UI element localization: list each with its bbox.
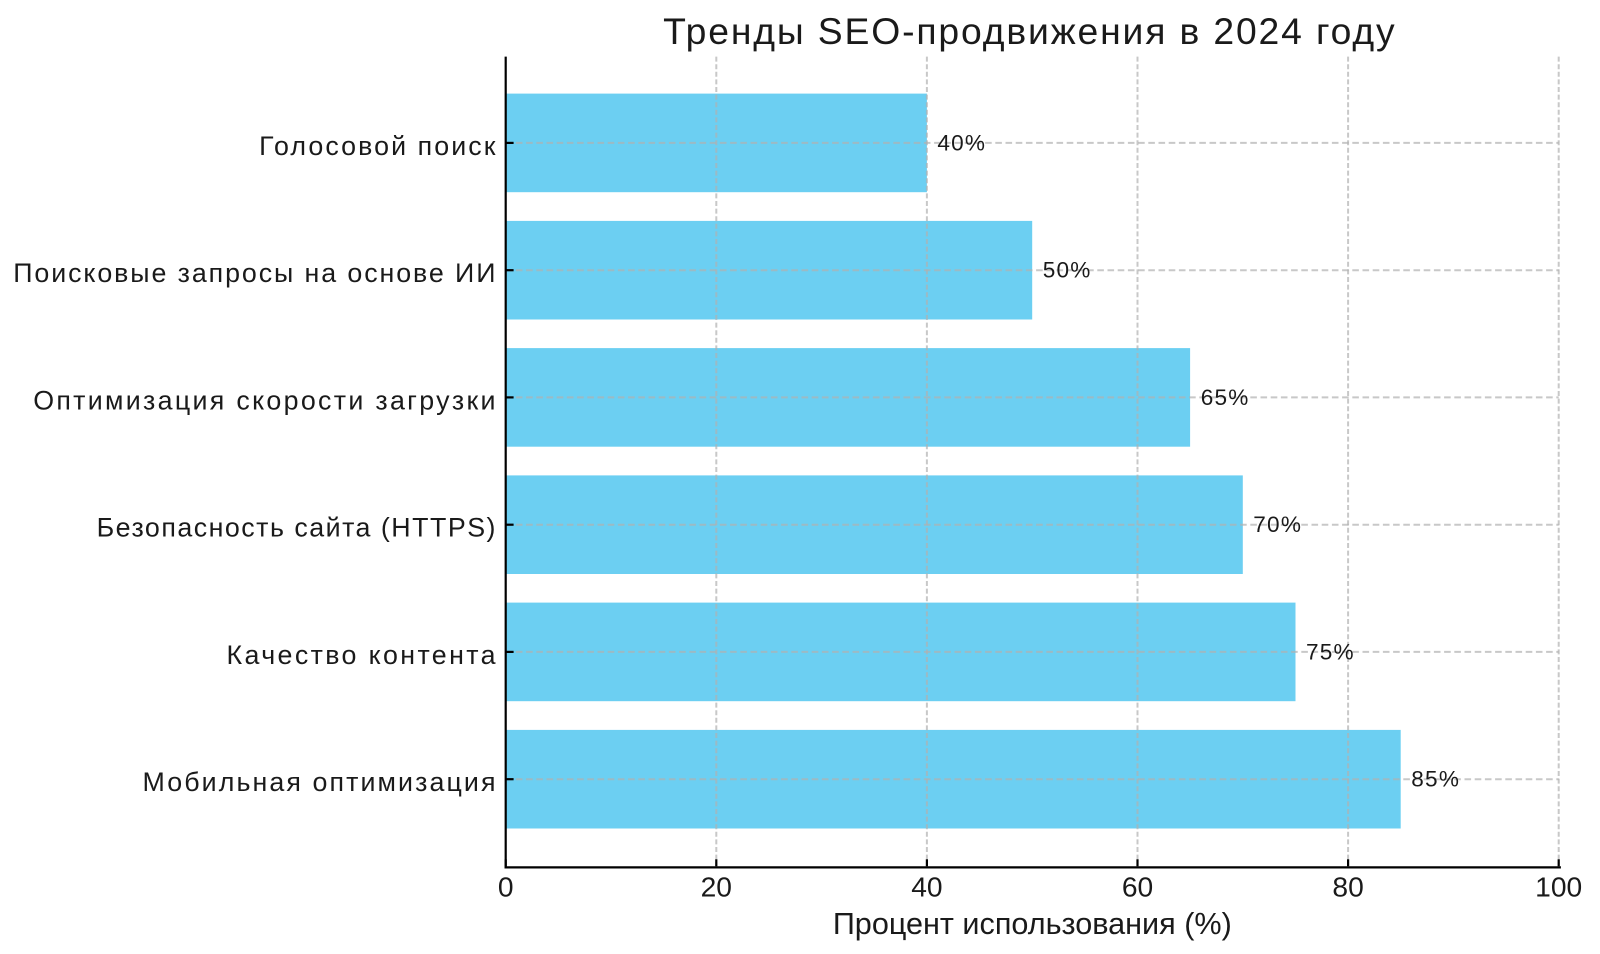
svg-text:Мобильная оптимизация: Мобильная оптимизация [143, 767, 498, 797]
svg-text:60: 60 [1122, 871, 1153, 903]
svg-text:Безопасность сайта (HTTPS): Безопасность сайта (HTTPS) [97, 513, 497, 543]
svg-text:50%: 50% [1043, 258, 1092, 283]
svg-text:40: 40 [911, 871, 942, 903]
svg-text:80: 80 [1332, 871, 1363, 903]
svg-text:75%: 75% [1306, 639, 1355, 664]
svg-text:65%: 65% [1201, 385, 1250, 410]
svg-text:20: 20 [701, 871, 732, 903]
svg-text:Процент использования (%): Процент использования (%) [833, 907, 1232, 941]
svg-text:70%: 70% [1253, 512, 1302, 537]
svg-text:85%: 85% [1411, 767, 1460, 792]
svg-text:Качество контента: Качество контента [227, 640, 498, 670]
svg-text:Голосовой поиск: Голосовой поиск [259, 131, 497, 161]
svg-text:100: 100 [1535, 871, 1582, 903]
svg-text:Тренды SEO-продвижения в 2024: Тренды SEO-продвижения в 2024 году [663, 10, 1396, 52]
svg-text:40%: 40% [937, 130, 986, 155]
svg-text:0: 0 [498, 871, 514, 903]
svg-text:Поисковые запросы на основе ИИ: Поисковые запросы на основе ИИ [13, 258, 497, 288]
svg-text:Оптимизация скорости загрузки: Оптимизация скорости загрузки [33, 385, 498, 415]
